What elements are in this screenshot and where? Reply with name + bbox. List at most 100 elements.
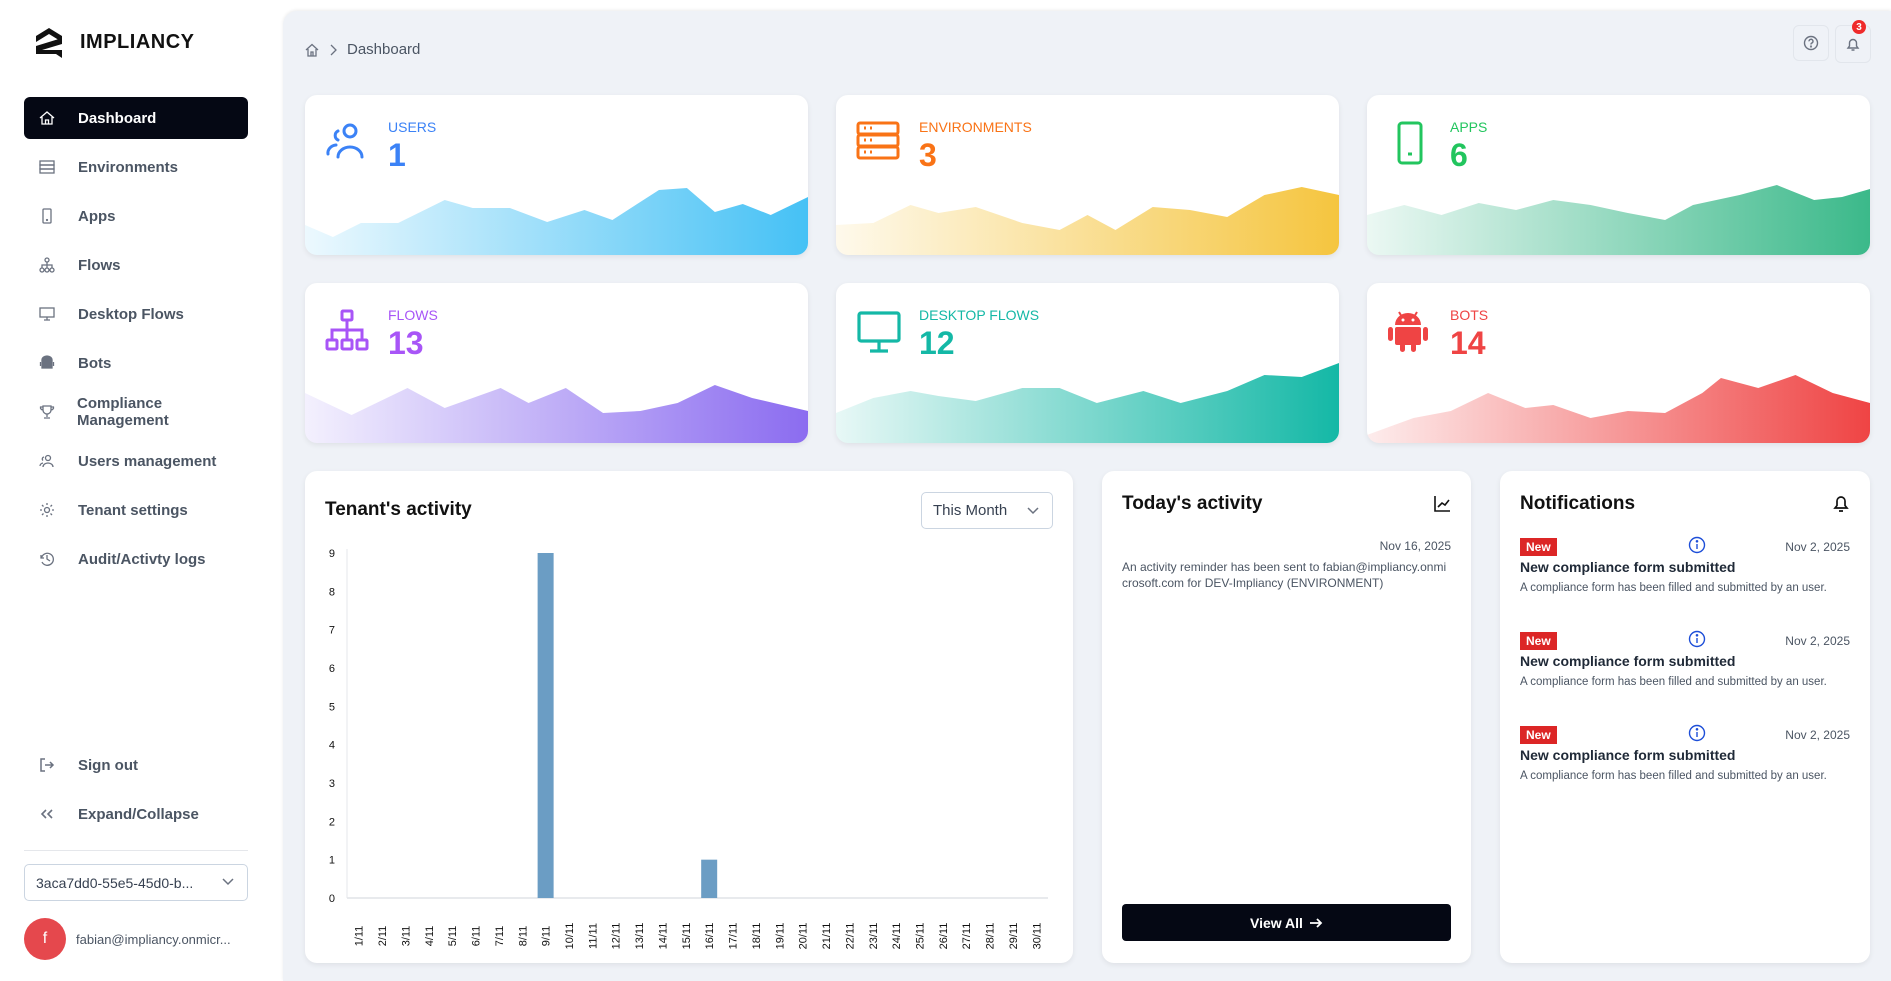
sidebar-item-users-management[interactable]: Users management [24,440,248,482]
stat-value: 14 [1450,325,1486,361]
sidebar-item-label: Audit/Activty logs [78,550,206,568]
y-tick-label: 5 [329,701,335,713]
x-tick-label: 11/11 [587,923,599,949]
user-email: fabian@impliancy.onmicr... [76,932,231,947]
info-icon[interactable] [1688,536,1706,554]
notification-date: Nov 2, 2025 [1785,634,1850,648]
notification-date: Nov 2, 2025 [1785,540,1850,554]
sidebar-item-compliance-management[interactable]: Compliance Management [24,391,248,433]
x-tick-label: 9/11 [541,926,553,947]
breadcrumb-current: Dashboard [347,41,421,58]
tenant-select[interactable]: 3aca7dd0-55e5-45d0-b... [24,864,248,901]
stat-value: 13 [388,325,424,361]
x-tick-label: 8/11 [517,926,529,947]
x-tick-label: 30/11 [1031,923,1043,950]
sidebar-item-label: Tenant settings [78,501,188,519]
sidebar-item-desktop-flows[interactable]: Desktop Flows [24,293,248,335]
notification-item[interactable]: New Nov 2, 2025 New compliance form subm… [1520,536,1850,628]
x-tick-label: 15/11 [681,923,693,950]
users-icon [325,121,369,166]
x-tick-label: 1/11 [354,926,366,947]
stat-label: USERS [388,119,437,135]
sidebar-item-environments[interactable]: Environments [24,146,248,188]
x-tick-label: 25/11 [914,923,926,950]
x-tick-label: 29/11 [1008,923,1020,950]
stat-label: DESKTOP FLOWS [919,307,1040,323]
x-tick-label: 4/11 [424,926,436,947]
sidebar-item-bots[interactable]: Bots [24,342,248,384]
trophy-icon [38,403,55,421]
chevron-down-icon [1027,507,1039,515]
chevrons-left-icon [38,805,56,823]
info-icon[interactable] [1688,630,1706,648]
y-tick-label: 1 [329,855,335,867]
y-tick-label: 9 [329,548,335,560]
sidebar-item-audit-activty-logs[interactable]: Audit/Activty logs [24,538,248,580]
notifications-button[interactable]: 3 [1835,20,1871,63]
stat-label: ENVIRONMENTS [919,119,1032,135]
view-all-label: View All [1250,914,1303,931]
notification-date: Nov 2, 2025 [1785,728,1850,742]
chart-line-icon[interactable] [1433,495,1451,513]
view-all-button[interactable]: View All [1122,904,1451,941]
mobile-icon [38,207,56,225]
todays-activity-card: Today's activity Nov 16, 2025 An activit… [1102,471,1471,963]
new-badge: New [1520,632,1557,650]
sidebar-item-dashboard[interactable]: Dashboard [24,97,248,139]
arrow-right-icon [1309,917,1323,928]
help-button[interactable] [1793,25,1829,61]
info-icon[interactable] [1688,724,1706,742]
logo[interactable]: IMPLIANCY [34,26,195,58]
x-tick-label: 5/11 [447,926,459,947]
notification-description: A compliance form has been filled and su… [1520,676,1827,688]
tenant-activity-card: Tenant's activity This Month 0 1 2 3 4 5 6 7 8 9 1… [305,471,1073,963]
x-tick-label: 22/11 [844,923,856,950]
x-tick-label: 26/11 [938,923,950,950]
y-tick-label: 3 [329,778,335,790]
notification-title: New compliance form submitted [1520,559,1736,575]
avatar[interactable]: f [24,918,66,960]
stat-card-users[interactable]: USERS 1 [305,95,808,255]
wave-decoration [1367,185,1870,255]
new-badge: New [1520,538,1557,556]
users-icon [38,452,56,470]
wave-decoration [305,188,808,255]
x-tick-label: 28/11 [985,923,997,950]
sidebar-divider [24,850,248,851]
sidebar-item-flows[interactable]: Flows [24,244,248,286]
period-select[interactable]: This Month [921,492,1053,529]
period-select-value: This Month [933,502,1008,519]
sidebar-item-apps[interactable]: Apps [24,195,248,237]
expand-collapse-button[interactable]: Expand/Collapse [24,793,248,835]
y-tick-label: 0 [329,893,335,905]
notification-item[interactable]: New Nov 2, 2025 New compliance form subm… [1520,724,1850,816]
stat-card-flows[interactable]: FLOWS 13 [305,283,808,443]
y-tick-label: 7 [329,625,335,637]
x-tick-label: 14/11 [657,923,669,950]
sign-out-button[interactable]: Sign out [24,744,248,786]
monitor-icon [856,309,902,360]
wave-decoration [1367,375,1870,443]
x-tick-label: 27/11 [961,923,973,950]
stat-label: BOTS [1450,307,1489,323]
sidebar-item-label: Apps [78,207,116,225]
home-icon[interactable] [305,43,319,57]
x-tick-label: 13/11 [634,923,646,950]
activity-date: Nov 16, 2025 [1379,539,1451,553]
y-tick-label: 6 [329,663,335,675]
stat-card-bots[interactable]: BOTS 14 [1367,283,1870,443]
sidebar-item-label: Flows [78,256,121,274]
stat-card-environments[interactable]: ENVIRONMENTS 3 [836,95,1339,255]
bar [701,859,718,898]
notification-item[interactable]: New Nov 2, 2025 New compliance form subm… [1520,630,1850,722]
x-tick-label: 6/11 [471,926,483,947]
sidebar-item-tenant-settings[interactable]: Tenant settings [24,489,248,531]
stat-value: 12 [919,325,955,361]
stat-card-desktop-flows[interactable]: DESKTOP FLOWS 12 [836,283,1339,443]
x-tick-label: 18/11 [751,923,763,950]
sidebar-item-label: Dashboard [78,109,157,127]
wave-decoration [305,385,808,443]
bell-icon[interactable] [1832,493,1850,513]
breadcrumb: Dashboard [305,41,420,58]
stat-card-apps[interactable]: APPS 6 [1367,95,1870,255]
